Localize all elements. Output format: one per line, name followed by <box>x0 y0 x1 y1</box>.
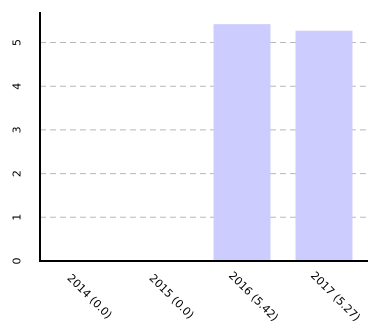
y-tick-label: 4 <box>11 83 24 90</box>
x-tick-label: 2017 (5.27) <box>308 269 363 324</box>
bar-3 <box>213 24 271 262</box>
x-tick-label: 2015 (0.0) <box>147 272 197 322</box>
x-tick-label: 2016 (5.42) <box>226 269 281 324</box>
axes <box>39 12 368 262</box>
y-tick-label: 0 <box>11 258 24 265</box>
y-tick-label: 1 <box>11 214 24 221</box>
x-tick-labels: 2014 (0.0) 2015 (0.0) 2016 (5.42) 2017 (5.2… <box>65 269 363 324</box>
y-tick-label: 3 <box>11 126 24 133</box>
y-tick-label: 2 <box>11 170 24 177</box>
x-tick-label: 2014 (0.0) <box>65 272 115 322</box>
y-tick-labels: 0 1 2 3 4 5 <box>11 39 24 265</box>
bar-4 <box>295 30 353 261</box>
y-tick-label: 5 <box>11 39 24 46</box>
bars <box>213 24 353 262</box>
